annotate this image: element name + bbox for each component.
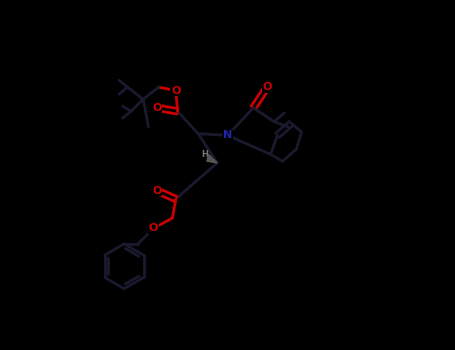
Text: O: O — [152, 103, 162, 113]
Text: O: O — [171, 86, 181, 96]
Text: O: O — [263, 82, 272, 92]
Text: N: N — [223, 131, 232, 140]
Polygon shape — [207, 154, 217, 163]
Text: O: O — [152, 186, 162, 196]
Text: H: H — [202, 150, 208, 159]
Text: O: O — [149, 223, 158, 233]
